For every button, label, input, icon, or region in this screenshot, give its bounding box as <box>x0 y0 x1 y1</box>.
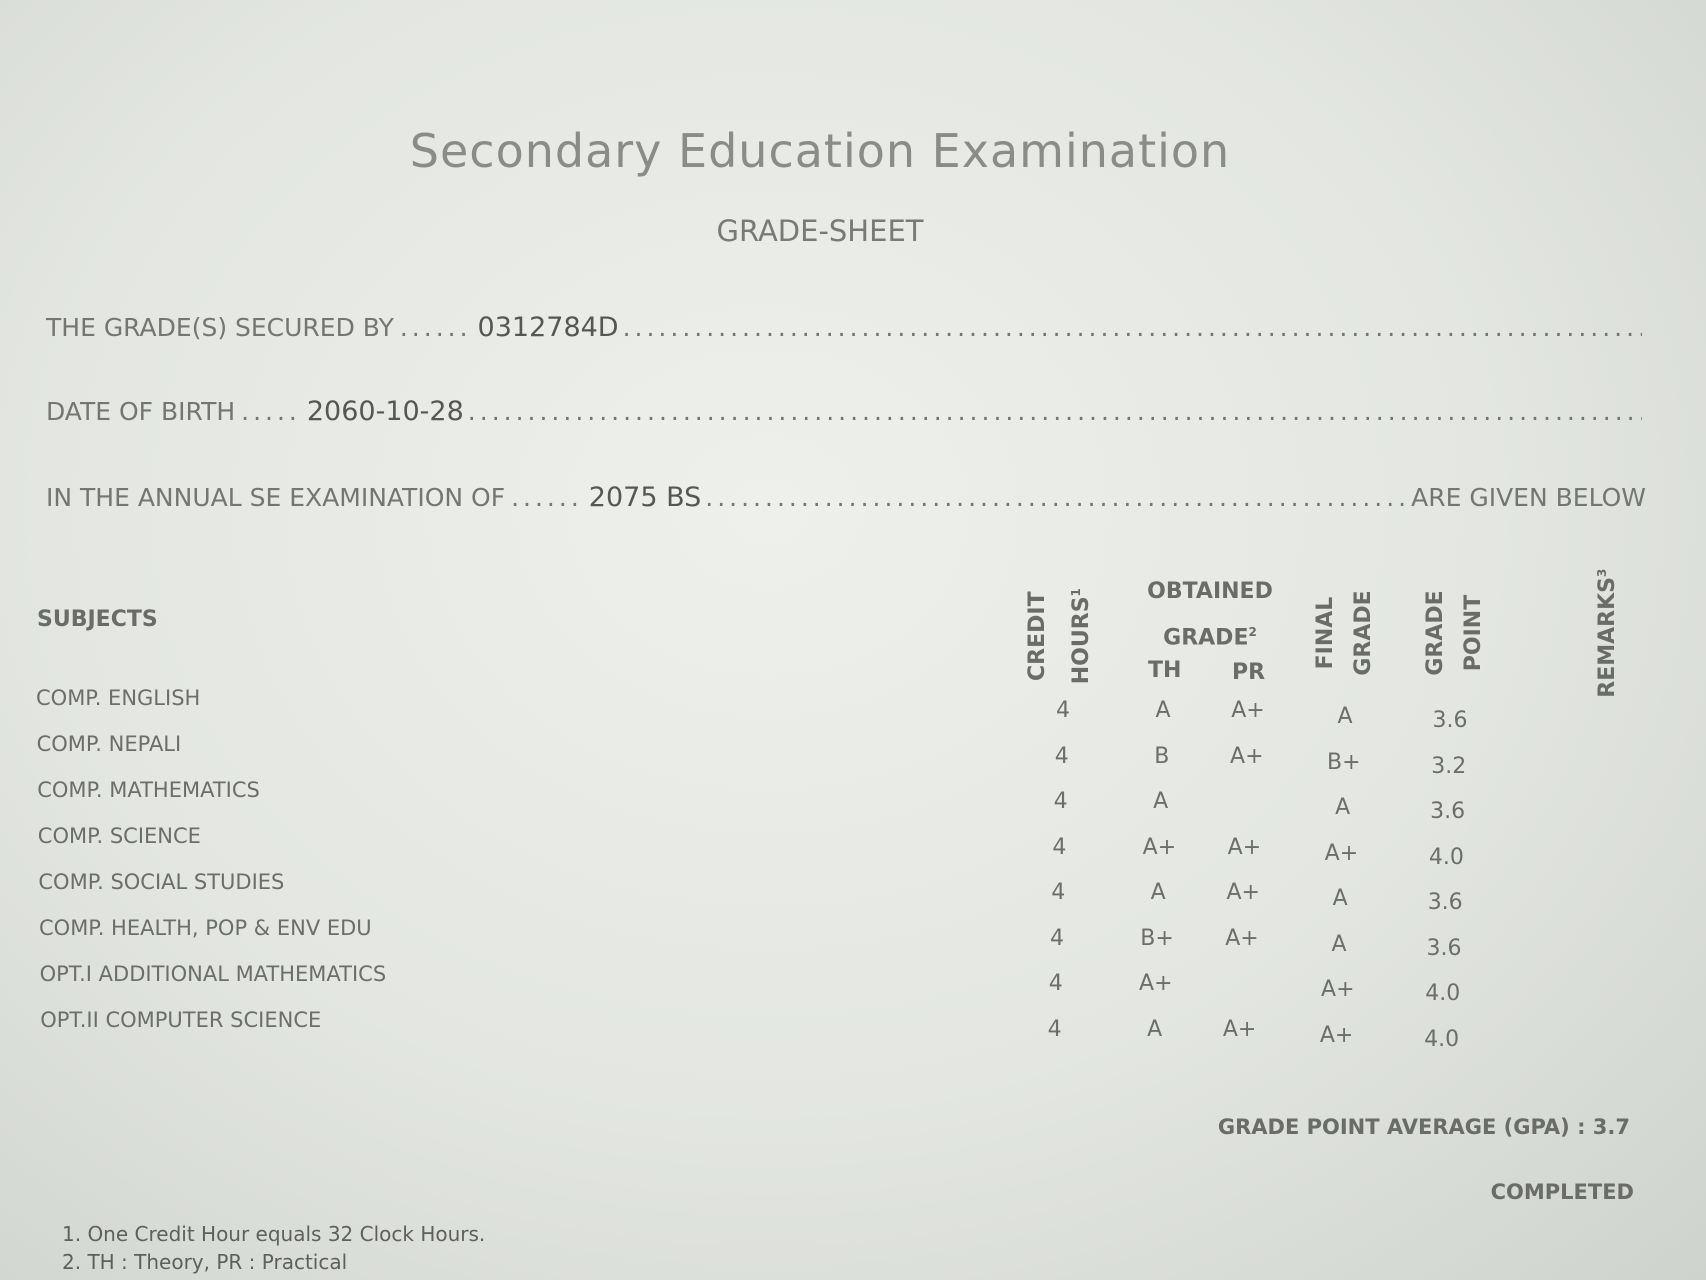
cell-credit: 4 <box>1052 834 1067 860</box>
cell-th: A <box>1147 1016 1163 1042</box>
cell-pr: A+ <box>1222 1016 1257 1042</box>
subjects-header: SUBJECTS <box>37 607 158 632</box>
cell-th: B+ <box>1140 925 1174 951</box>
cell-credit: 4 <box>1054 743 1069 769</box>
symbol-number: 0312784D <box>477 312 619 343</box>
cell-gp: 4.0 <box>1428 844 1464 870</box>
subject-name: COMP. SOCIAL STUDIES <box>38 870 285 894</box>
exam-title: Secondary Education Examination <box>409 124 1231 178</box>
cell-th: A+ <box>1139 971 1173 996</box>
final-grade-header: FINAL GRADE <box>1313 590 1376 676</box>
completion-status: COMPLETED <box>1490 1180 1634 1204</box>
cell-gp: 4.0 <box>1424 1026 1460 1052</box>
cell-gp: 3.6 <box>1432 708 1468 733</box>
cell-credit: 4 <box>1053 789 1068 814</box>
subject-name: COMP. ENGLISH <box>36 686 201 710</box>
cell-th: A <box>1155 698 1171 723</box>
exam-suffix: ARE GIVEN BELOW <box>1411 483 1646 512</box>
credit-hours-header: CREDIT HOURS1 <box>1019 576 1101 696</box>
cell-pr: A+ <box>1230 743 1264 769</box>
footnote-1: 1. One Credit Hour equals 32 Clock Hours… <box>62 1222 486 1246</box>
dob-line: DATE OF BIRTH ..... 2060-10-28 .........… <box>46 396 1642 427</box>
cell-final: A <box>1337 704 1353 729</box>
grade-sheet-heading: GRADE-SHEET <box>716 214 924 248</box>
cell-gp: 4.0 <box>1425 981 1461 1006</box>
grade-point-header: GRADE POINT <box>1423 590 1486 676</box>
subject-name: OPT.I ADDITIONAL MATHEMATICS <box>39 962 387 986</box>
dob-value: 2060-10-28 <box>306 396 464 427</box>
obtained-grade-label: OBTAINED GRADE2 <box>1147 579 1273 651</box>
cell-pr: A+ <box>1231 698 1265 723</box>
cell-final: A+ <box>1319 1022 1354 1048</box>
cell-final: A+ <box>1321 977 1355 1002</box>
cell-th: A <box>1153 789 1169 814</box>
cell-credit: 4 <box>1056 698 1070 723</box>
credit-hours-label: CREDIT HOURS <box>1024 591 1095 685</box>
subject-name: COMP. SCIENCE <box>37 824 201 848</box>
remarks-header: REMARKS3 <box>1594 568 1621 698</box>
secured-by-label: THE GRADE(S) SECURED BY <box>46 313 394 342</box>
obtained-grade-header: OBTAINED GRADE2 <box>1130 572 1290 658</box>
cell-credit: 4 <box>1051 880 1066 905</box>
subject-name: COMP. HEALTH, POP & ENV EDU <box>39 916 372 940</box>
gpa-summary: GRADE POINT AVERAGE (GPA) : 3.7 <box>1217 1115 1630 1139</box>
subject-name: COMP. MATHEMATICS <box>37 778 260 802</box>
secured-by-line: THE GRADE(S) SECURED BY ...... 0312784D … <box>46 312 1642 343</box>
cell-th: A <box>1150 880 1166 905</box>
cell-final: B+ <box>1327 749 1361 775</box>
cell-gp: 3.6 <box>1426 935 1462 961</box>
cell-gp: 3.6 <box>1427 890 1463 915</box>
dob-label: DATE OF BIRTH <box>46 397 236 426</box>
cell-pr: A+ <box>1227 834 1262 860</box>
exam-year: 2075 BS <box>588 482 702 513</box>
credit-hours-footnote-ref: 1 <box>1068 588 1083 597</box>
cell-gp: 3.2 <box>1431 753 1467 779</box>
th-header: TH <box>1148 658 1182 683</box>
cell-th: B <box>1154 743 1170 769</box>
exam-label: IN THE ANNUAL SE EXAMINATION OF <box>46 483 506 512</box>
cell-pr: A+ <box>1226 880 1260 905</box>
cell-final: A+ <box>1324 840 1359 866</box>
cell-final: A <box>1331 931 1347 957</box>
pr-header: PR <box>1232 660 1266 685</box>
cell-pr: A+ <box>1225 925 1259 951</box>
cell-final: A <box>1335 795 1351 820</box>
cell-final: A <box>1332 886 1348 911</box>
subject-name: COMP. NEPALI <box>36 732 182 756</box>
exam-line: IN THE ANNUAL SE EXAMINATION OF ...... 2… <box>46 482 1646 513</box>
cell-gp: 3.6 <box>1430 799 1466 824</box>
cell-credit: 4 <box>1048 971 1063 996</box>
footnote-2: 2. TH : Theory, PR : Practical <box>62 1250 348 1274</box>
subject-name: OPT.II COMPUTER SCIENCE <box>40 1008 322 1032</box>
cell-th: A+ <box>1142 834 1177 860</box>
cell-credit: 4 <box>1047 1016 1062 1042</box>
cell-credit: 4 <box>1050 925 1064 951</box>
